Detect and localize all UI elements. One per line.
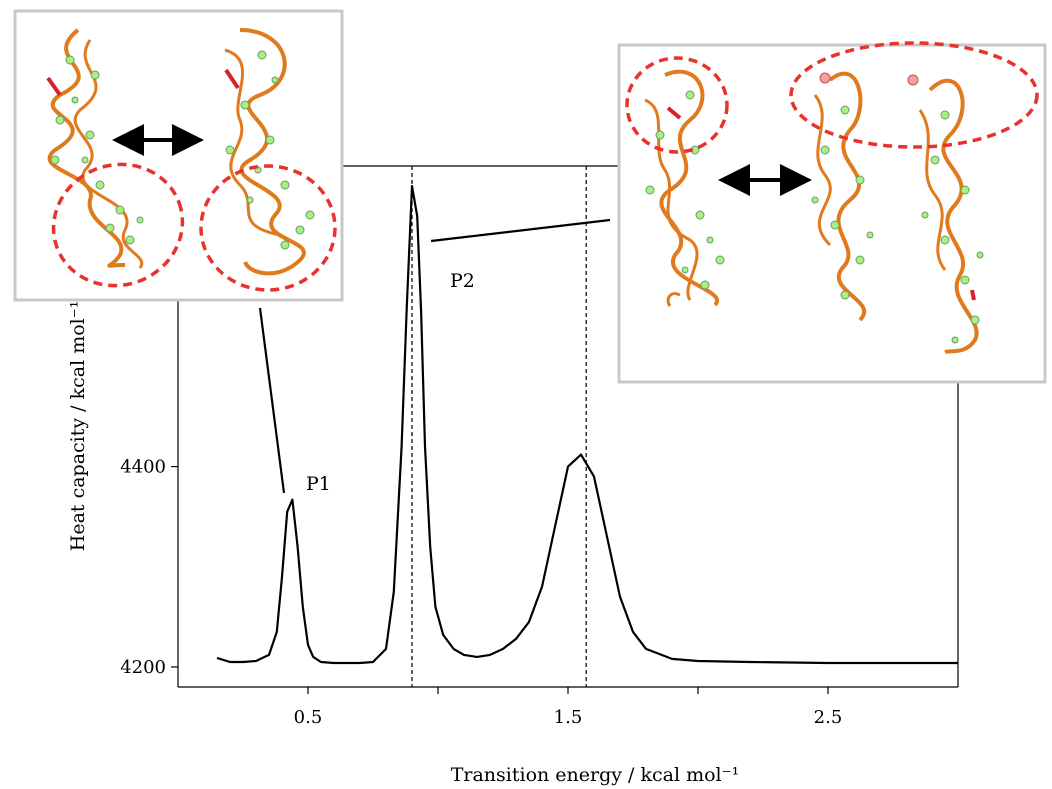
rna-highlight-segment <box>46 76 62 97</box>
inset-left-structures <box>13 9 344 302</box>
rna-backbone <box>47 28 126 268</box>
y-ticks: 4200 4400 <box>120 457 178 678</box>
rna-backbone <box>239 28 306 276</box>
loose-base-marker <box>819 72 831 84</box>
rna-highlight-segment <box>224 68 240 90</box>
rna-bases <box>225 50 315 250</box>
rna-structure-right-c <box>907 74 984 354</box>
rna-bases <box>921 110 984 344</box>
rna-structure-left-b <box>199 28 337 292</box>
rna-bases <box>50 55 144 245</box>
y-tick-label: 4400 <box>120 457 166 478</box>
x-tick-label: 0.5 <box>294 707 323 728</box>
rna-backbone-secondary <box>813 94 832 247</box>
highlight-ellipse-left-b <box>199 164 337 292</box>
rna-structure-left-a <box>46 28 185 288</box>
x-tick-label: 2.5 <box>814 707 843 728</box>
y-tick-label: 4200 <box>120 657 166 678</box>
inset-right-structures <box>617 41 1047 384</box>
x-tick-label: 1.5 <box>554 707 583 728</box>
peak-label-p2: P2 <box>450 270 475 292</box>
highlight-ellipse-left-a <box>51 162 185 288</box>
rna-highlight-segment <box>970 289 976 301</box>
rna-backbone-secondary <box>73 39 144 269</box>
inset-left-frame <box>13 9 344 302</box>
x-ticks: 0.5 1.5 2.5 <box>294 687 843 728</box>
x-axis-label: Transition energy / kcal mol⁻¹ <box>451 764 740 786</box>
inset-right-frame <box>617 43 1047 384</box>
highlight-ellipse-right-b <box>789 41 1039 149</box>
rna-backbone <box>828 71 867 322</box>
peak-label-p1: P1 <box>306 473 331 495</box>
rna-bases <box>811 105 874 300</box>
rna-backbone <box>928 78 979 354</box>
y-axis-label: Heat capacity / kcal mol⁻¹K⁻¹ <box>67 269 89 551</box>
rna-bases <box>645 90 725 290</box>
highlight-ellipse-right-a <box>625 56 729 154</box>
rna-backbone-secondary <box>224 48 281 237</box>
connector-line-p1 <box>258 307 286 494</box>
rna-highlight-segment <box>666 106 682 120</box>
connector-line-p2 <box>430 218 611 243</box>
loose-base-marker <box>907 74 919 86</box>
rna-structure-right-b <box>811 71 874 322</box>
heat-capacity-curve <box>216 184 958 665</box>
dashed-reference-lines <box>411 166 587 687</box>
rna-structure-right-a <box>625 56 729 307</box>
rna-backbone-secondary <box>918 109 947 271</box>
